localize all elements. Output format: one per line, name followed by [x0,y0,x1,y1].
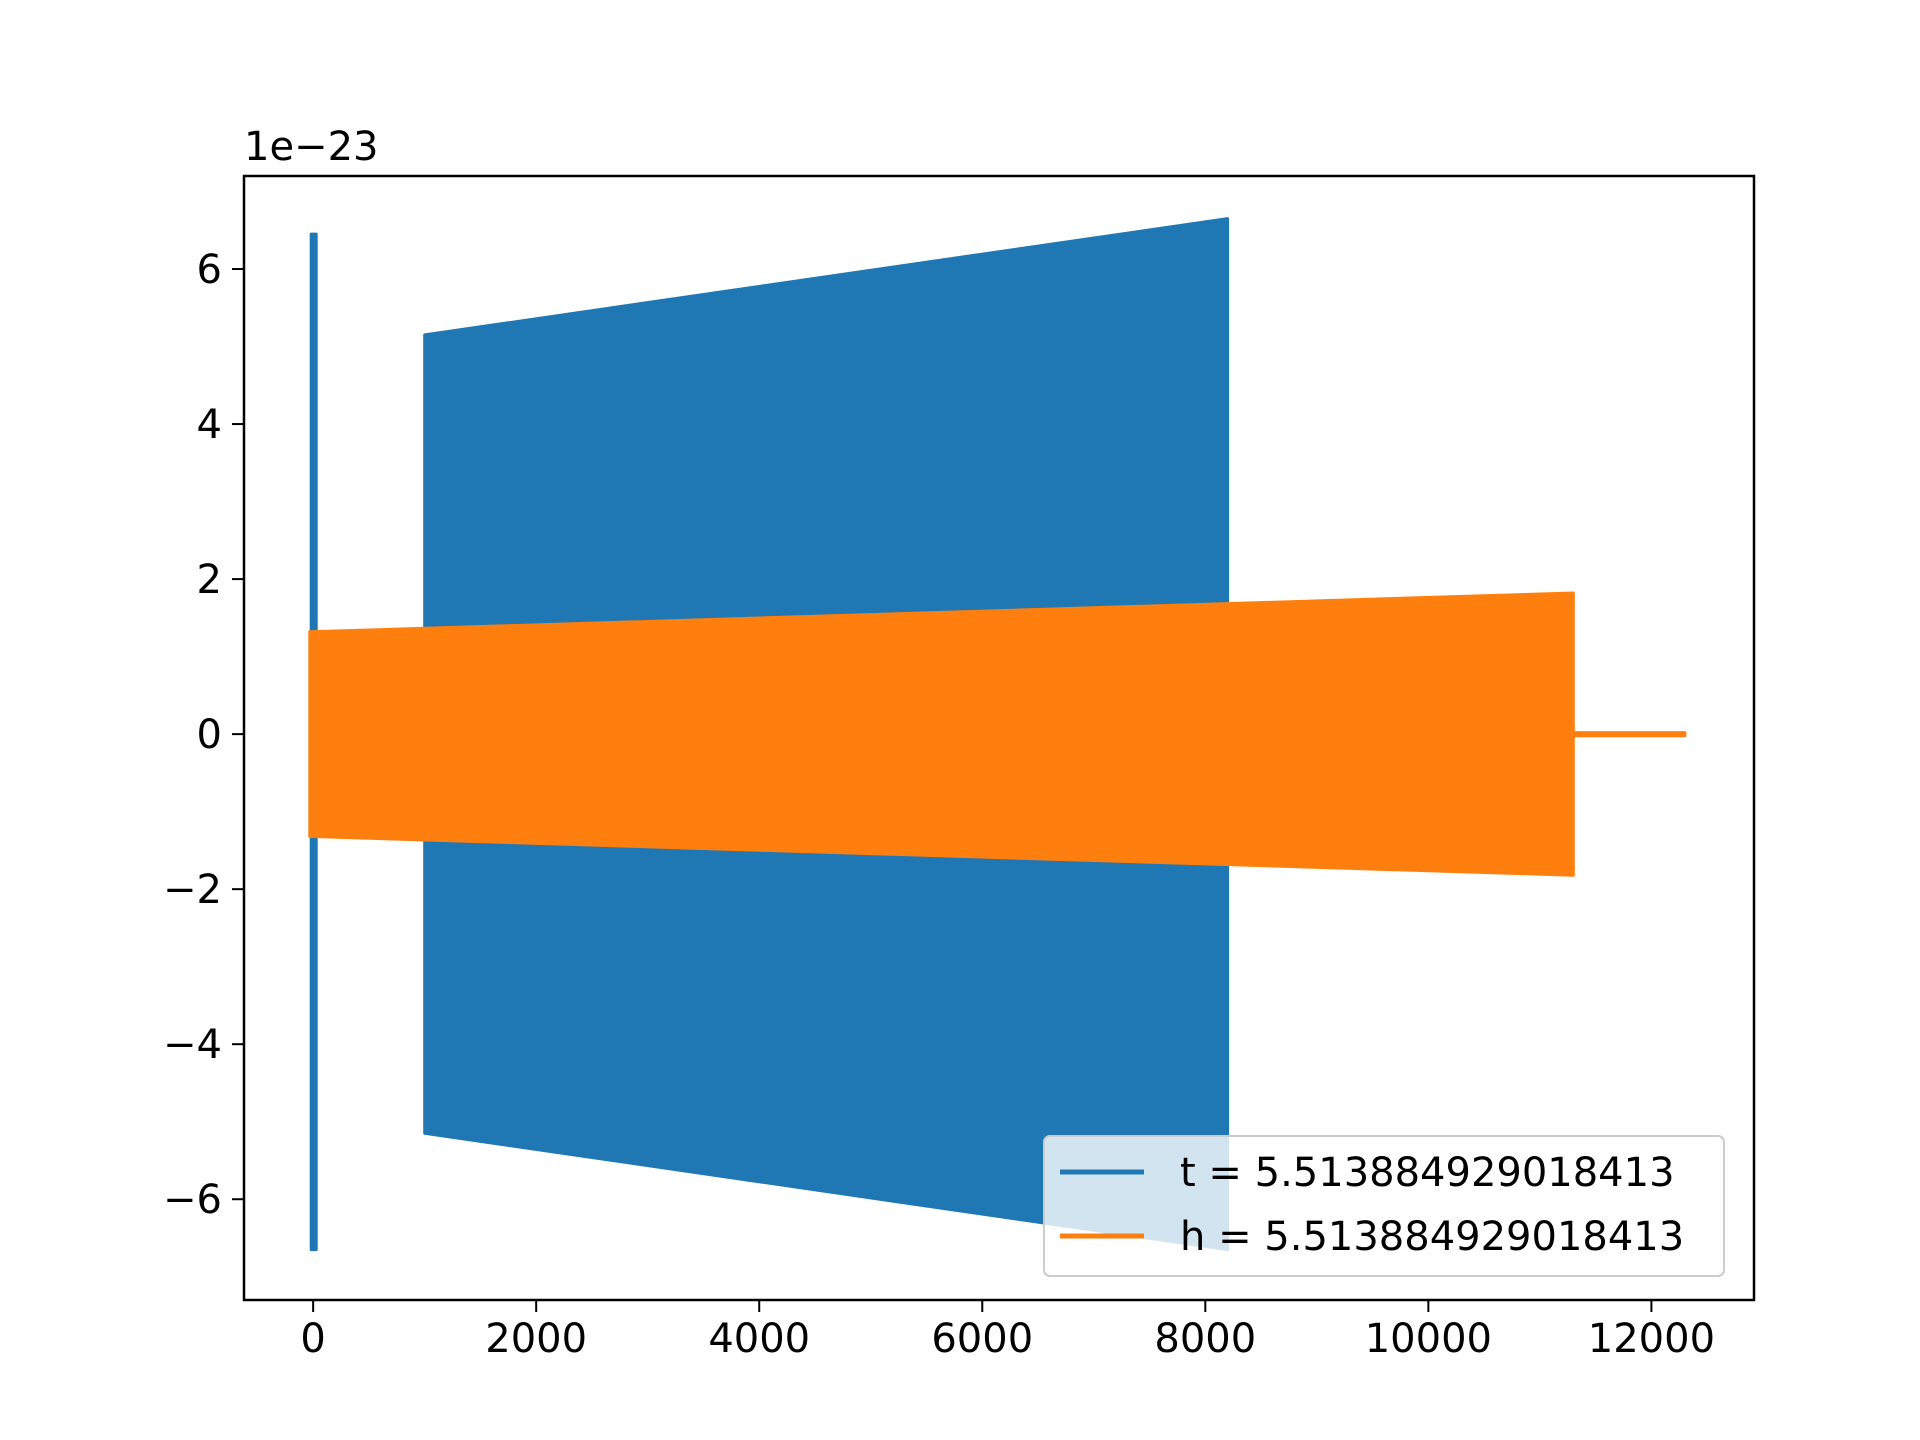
y-tick-label: −6 [163,1177,222,1223]
axes-layer: 0 2000 4000 6000 8000 10000 12000 −6 −4 −2 0 2 4 6 [163,247,1715,1362]
y-tick-label: 2 [197,557,222,603]
x-tick-label: 4000 [708,1316,810,1362]
y-tick-label: −2 [163,867,222,913]
y-offset-label: 1e−23 [244,124,378,170]
y-tick-label: 0 [197,712,222,758]
y-tick-label: −4 [163,1022,222,1068]
legend-label-1: h = 5.513884929018413 [1180,1214,1684,1260]
series-1-segment-0 [308,591,1575,877]
y-tick-label: 6 [197,247,222,293]
legend-label-0: t = 5.513884929018413 [1180,1150,1675,1196]
x-tick-label: 10000 [1365,1316,1492,1362]
series-layer [308,217,1687,1252]
x-tick-label: 12000 [1588,1316,1715,1362]
plot-frame [242,174,1756,1302]
x-tick-label: 8000 [1154,1316,1256,1362]
legend-box [1043,1135,1725,1277]
series-1-segment-1 [1571,731,1687,738]
y-tick-label: 4 [197,402,222,448]
x-tick-label: 6000 [931,1316,1033,1362]
x-tick-label: 2000 [485,1316,587,1362]
legend: t = 5.513884929018413 h = 5.5138849290184… [1043,1135,1725,1277]
x-tick-label: 0 [300,1316,325,1362]
